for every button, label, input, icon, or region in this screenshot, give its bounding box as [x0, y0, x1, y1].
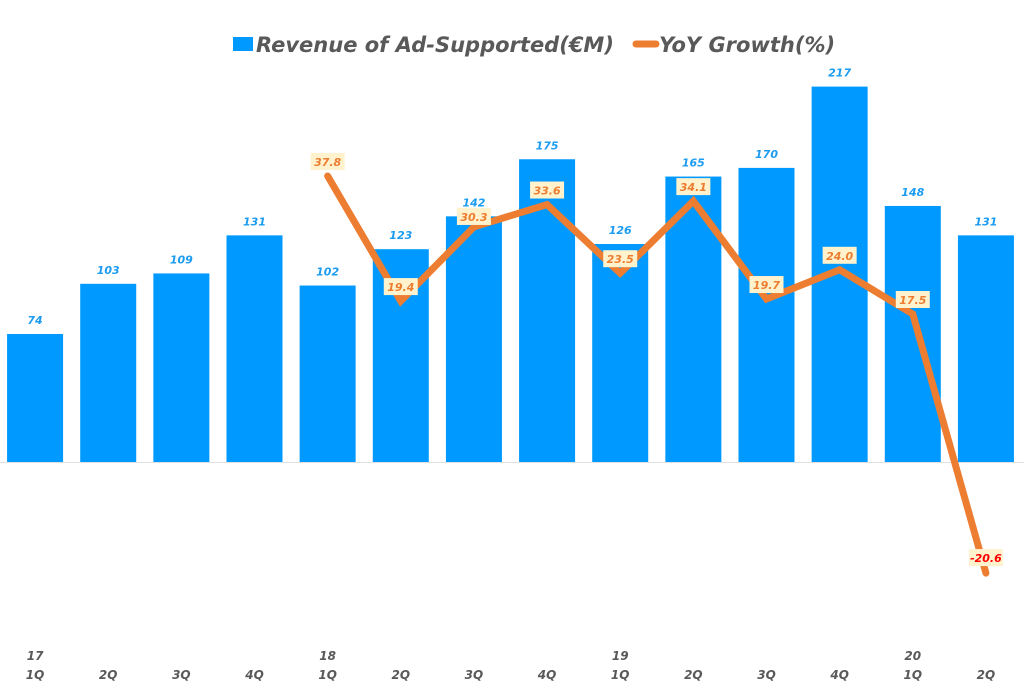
x-tick-quarter-13: 2Q [977, 668, 996, 682]
yoy-label-4: 37.8 [310, 152, 345, 170]
bar-8 [592, 244, 649, 462]
yoy-label-text: 33.6 [534, 185, 561, 198]
yoy-label-text: 17.5 [899, 294, 926, 307]
bar-1 [80, 283, 137, 462]
bar-2 [153, 273, 210, 462]
legend-label-yoy-growth: YoY Growth(%) [659, 33, 835, 57]
bar-label-5: 123 [389, 229, 412, 242]
bar-label-0: 74 [27, 314, 42, 327]
bar-label-2: 109 [170, 253, 193, 266]
bar-label-7: 175 [536, 139, 559, 152]
yoy-label-text: -20.6 [970, 552, 1002, 565]
yoy-label-text: 37.8 [314, 156, 341, 169]
bar-label-3: 131 [243, 215, 266, 228]
x-tick-quarter-6: 3Q [465, 668, 484, 682]
x-tick-quarter-10: 3Q [757, 668, 776, 682]
yoy-label-text: 30.3 [460, 211, 487, 224]
x-tick-year-0: 17 [27, 649, 44, 663]
x-tick-quarter-3: 4Q [244, 668, 264, 682]
line-series-yoy-growth [324, 172, 990, 577]
x-tick-quarter-8: 1Q [611, 668, 630, 682]
bar-3 [226, 235, 283, 462]
yoy-label-bg [530, 181, 565, 199]
x-tick-quarter-4: 1Q [318, 668, 337, 682]
bar-label-4: 102 [316, 266, 339, 279]
legend: Revenue of Ad-Supported(€M) YoY Growth(%… [233, 33, 835, 57]
x-tick-quarter-1: 2Q [99, 668, 118, 682]
bar-label-13: 131 [974, 215, 997, 228]
line-data-labels: 37.8 19.4 30.3 33.6 23.5 34.1 19.7 24.0 17.5 -20.… [310, 152, 1003, 567]
bar-label-1: 103 [97, 264, 120, 277]
bar-13 [957, 235, 1014, 462]
x-axis-tick-labels: 17 1Q 2Q 3Q 4Q 18 1Q 2Q 3Q 4Q 19 1Q 2Q 3Q 4Q 20 1Q 2Q [26, 649, 995, 682]
yoy-label-bg [310, 152, 345, 170]
yoy-label-text: 24.0 [826, 250, 853, 263]
yoy-label-bg [383, 278, 418, 296]
x-tick-quarter-0: 1Q [26, 668, 45, 682]
x-tick-quarter-12: 1Q [904, 668, 923, 682]
yoy-label-bg [968, 549, 1003, 567]
x-tick-quarter-7: 4Q [537, 668, 557, 682]
yoy-label-text: 23.5 [607, 253, 634, 266]
x-tick-quarter-11: 4Q [829, 668, 849, 682]
yoy-label-11: 24.0 [822, 246, 857, 264]
yoy-label-bg [895, 291, 930, 308]
bar-4 [299, 285, 356, 462]
yoy-label-bg [749, 276, 784, 294]
bar-series-revenue [7, 86, 1014, 463]
bar-label-8: 126 [609, 224, 632, 237]
bar-data-labels: 74 103 109 131 102 123 142 175 126 165 170 217 148 13… [27, 67, 997, 327]
bar-label-10: 170 [755, 148, 778, 161]
legend-label-revenue: Revenue of Ad-Supported(€M) [256, 33, 614, 57]
yoy-label-6: 30.3 [456, 207, 491, 225]
bar-label-11: 217 [828, 67, 851, 80]
yoy-growth-line [324, 172, 990, 577]
yoy-label-12: 17.5 [895, 291, 930, 308]
yoy-label-bg [456, 207, 491, 225]
yoy-label-bg [676, 178, 711, 196]
yoy-label-text: 34.1 [680, 181, 707, 194]
x-tick-quarter-5: 2Q [392, 668, 411, 682]
bar-12 [884, 205, 941, 462]
yoy-label-7: 33.6 [530, 181, 565, 199]
bar-10 [738, 167, 795, 462]
yoy-label-10: 19.7 [749, 276, 784, 294]
yoy-label-text: 19.4 [387, 281, 414, 294]
yoy-label-5: 19.4 [383, 278, 418, 296]
x-tick-year-4: 18 [319, 649, 336, 663]
yoy-label-bg [603, 250, 638, 268]
bar-6 [445, 216, 502, 462]
yoy-label-13: -20.6 [968, 549, 1003, 567]
yoy-label-text: 19.7 [753, 279, 780, 292]
x-tick-quarter-9: 2Q [684, 668, 703, 682]
bar-0 [7, 333, 64, 462]
x-tick-year-8: 19 [612, 649, 629, 663]
bar-label-12: 148 [901, 186, 924, 199]
yoy-label-9: 34.1 [676, 178, 711, 196]
yoy-label-8: 23.5 [603, 250, 638, 268]
bar-label-6: 142 [462, 196, 485, 209]
legend-swatch-revenue [233, 37, 253, 51]
x-tick-quarter-2: 3Q [172, 668, 191, 682]
yoy-label-bg [822, 246, 857, 264]
bar-label-9: 165 [682, 157, 705, 170]
x-tick-year-12: 20 [904, 649, 921, 663]
